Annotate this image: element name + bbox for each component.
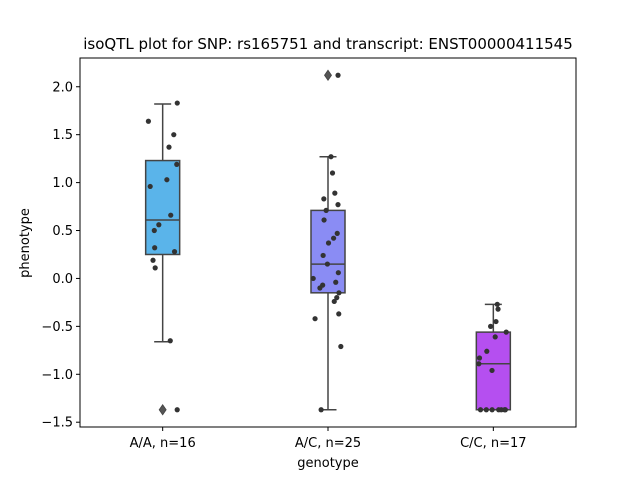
- data-point: [318, 407, 324, 413]
- data-point: [495, 306, 501, 312]
- data-point: [310, 275, 316, 282]
- y-tick-label: 0.0: [52, 272, 73, 287]
- data-point: [498, 407, 504, 413]
- data-point: [492, 334, 498, 340]
- data-point: [333, 279, 339, 285]
- data-point: [171, 132, 177, 138]
- chart-title: isoQTL plot for SNP: rs165751 and transc…: [83, 35, 573, 53]
- data-point: [476, 355, 483, 361]
- data-point: [174, 161, 180, 167]
- data-point: [320, 252, 326, 259]
- data-point: [334, 295, 340, 301]
- data-point: [329, 170, 336, 176]
- data-point: [325, 240, 332, 246]
- data-point: [487, 323, 494, 329]
- data-point: [336, 290, 342, 296]
- data-point: [328, 154, 334, 160]
- data-point: [171, 249, 178, 255]
- data-point: [489, 367, 495, 374]
- x-axis: A/A, n=16 A/C, n=25 C/C, n=17: [130, 427, 527, 451]
- points-group-3: [476, 301, 509, 413]
- data-point: [335, 72, 341, 78]
- data-point: [151, 227, 157, 234]
- data-point: [338, 343, 344, 350]
- box-group-3: [475, 303, 512, 411]
- data-point: [324, 261, 331, 267]
- y-axis-label: phenotype: [18, 208, 33, 278]
- data-point: [489, 407, 495, 413]
- data-point: [166, 144, 172, 150]
- data-point: [330, 235, 337, 241]
- data-point: [335, 270, 341, 276]
- data-point: [321, 217, 327, 223]
- data-point: [152, 265, 158, 271]
- y-tick-label: 2.0: [52, 80, 73, 95]
- data-point: [156, 222, 162, 228]
- data-point: [167, 338, 173, 344]
- data-point: [147, 183, 153, 190]
- points-group-2: [310, 72, 344, 413]
- y-tick-label: 1.0: [52, 176, 73, 191]
- y-tick-label: −1.0: [41, 368, 73, 383]
- box: [310, 209, 346, 294]
- data-point: [323, 207, 329, 213]
- outlier-marker: [158, 404, 167, 416]
- data-point: [335, 202, 341, 208]
- data-point: [484, 348, 490, 354]
- data-point: [483, 407, 489, 413]
- points-group-1: [145, 100, 180, 413]
- data-point: [174, 407, 180, 413]
- data-point: [477, 407, 484, 413]
- x-axis-label: genotype: [297, 456, 358, 471]
- box-group-1: [144, 103, 181, 416]
- data-point: [336, 311, 342, 317]
- y-axis: −1.5 −1.0 −0.5 0.0 0.5 1.0 1.5 2.0: [41, 80, 80, 431]
- x-tick-label: A/A, n=16: [130, 436, 196, 451]
- y-tick-label: 0.5: [52, 224, 73, 239]
- data-point: [145, 118, 152, 124]
- data-point: [150, 257, 156, 263]
- y-tick-label: 1.5: [52, 128, 73, 143]
- data-point: [317, 285, 323, 291]
- box: [144, 159, 181, 256]
- data-point: [493, 318, 499, 325]
- data-point: [332, 190, 338, 196]
- data-point: [152, 245, 158, 251]
- data-point: [503, 329, 509, 335]
- plot-area: [144, 69, 512, 416]
- data-point: [312, 316, 318, 322]
- x-tick-label: A/C, n=25: [295, 436, 361, 451]
- data-point: [476, 361, 482, 367]
- y-tick-label: −1.5: [41, 416, 73, 431]
- data-point: [321, 196, 327, 202]
- data-point: [334, 230, 340, 236]
- y-tick-label: −0.5: [41, 320, 73, 335]
- data-point: [494, 301, 500, 307]
- data-point: [174, 100, 180, 106]
- outlier-marker: [324, 69, 332, 81]
- data-point: [168, 212, 174, 218]
- box-group-2: [310, 69, 346, 411]
- data-point: [164, 177, 170, 183]
- data-point: [331, 298, 337, 305]
- x-tick-label: C/C, n=17: [460, 436, 526, 451]
